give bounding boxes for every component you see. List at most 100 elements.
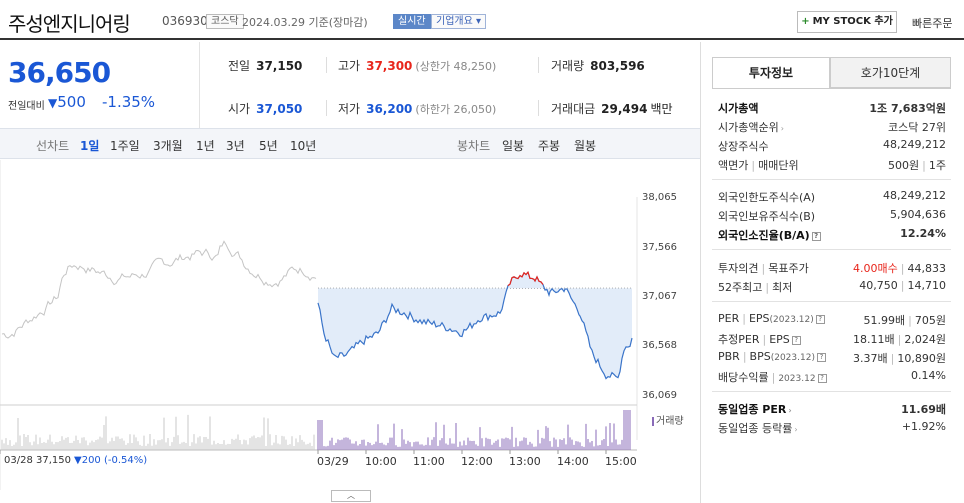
prev-day-date: 03/28 <box>4 455 33 466</box>
info-icon[interactable]: ? <box>811 231 821 241</box>
divider <box>712 301 951 302</box>
sector-per-label: 동일업종 PER <box>718 403 787 416</box>
add-mystock-label: MY STOCK 추가 <box>812 16 893 27</box>
divider <box>712 179 951 180</box>
info-icon[interactable]: ? <box>815 314 825 324</box>
y-tick: 37,067 <box>642 291 677 302</box>
area-fill <box>318 272 632 379</box>
foreign-hold-label: 외국인보유주식수(B) <box>718 210 816 223</box>
opinion-row: 투자의견 | 목표주가 4.00매수 | 44,833 <box>718 262 946 275</box>
realtime-button[interactable]: 실시간 <box>393 14 431 29</box>
stock-code: 036930 <box>162 14 208 28</box>
quick-order-link[interactable]: 빠른주문 <box>912 17 953 30</box>
stock-name: 주성엔지니어링 <box>8 12 131 36</box>
foreign-rate-label: 외국인소진율(B/A) <box>718 229 810 242</box>
per-label: PER <box>718 312 740 325</box>
change-percent: -1.35% <box>102 93 156 111</box>
high-label: 고가 <box>338 59 361 73</box>
pbr-value: 3.37배 <box>853 352 888 365</box>
x-label: 15:00 <box>605 455 637 468</box>
y-tick: 36,568 <box>642 340 677 351</box>
period-3y[interactable]: 3년 <box>226 139 245 153</box>
info-icon[interactable]: ? <box>791 335 801 345</box>
bps-value: 10,890원 <box>897 352 946 365</box>
info-icon[interactable]: ? <box>816 352 826 362</box>
x-label: 10:00 <box>365 455 397 468</box>
candle-monthly[interactable]: 월봉 <box>574 139 597 153</box>
week52-low-value: 14,710 <box>907 279 947 292</box>
face-value: 500원 <box>888 159 920 172</box>
plus-icon: + <box>801 16 810 27</box>
amount-unit: 백만 <box>650 102 673 116</box>
tab-invest-info[interactable]: 투자정보 <box>712 57 830 88</box>
est-per-value: 18.11배 <box>853 333 895 346</box>
change-value: ▼500 <box>48 93 86 111</box>
trade-unit-value: 1주 <box>928 159 946 172</box>
open-label: 시가 <box>228 102 251 116</box>
info-icon[interactable]: ? <box>817 373 827 383</box>
low-label: 저가 <box>338 102 361 116</box>
y-tick: 36,069 <box>642 390 677 401</box>
week52-low-label: 최저 <box>772 281 793 294</box>
period-1w[interactable]: 1주일 <box>110 139 140 153</box>
foreign-limit-value: 48,249,212 <box>883 189 946 202</box>
x-label: 11:00 <box>413 455 445 468</box>
high-price: 고가 37,300 (상한가 48,250) <box>338 57 496 74</box>
est-eps-value: 2,024원 <box>904 333 946 346</box>
week52-high-value: 40,750 <box>859 279 898 292</box>
chevron-up-icon: ︿ <box>347 491 355 500</box>
market-cap-value: 1조 7,683억원 <box>869 102 946 115</box>
per-row: PER | EPS(2023.12)? 51.99배 | 705원 <box>718 312 946 327</box>
divider <box>712 391 951 392</box>
company-overview-dropdown[interactable]: 기업개요 ▾ <box>431 14 487 29</box>
volume: 거래량 803,596 <box>551 57 645 74</box>
rank-row: 시가총액순위 › 코스닥 27위 <box>718 119 946 136</box>
period-3m[interactable]: 3개월 <box>153 139 183 153</box>
price-line-up <box>507 271 544 287</box>
per-value: 51.99배 <box>863 314 906 327</box>
period-1y[interactable]: 1년 <box>196 139 215 153</box>
bps-year: (2023.12) <box>770 353 815 363</box>
shares-value: 48,249,212 <box>883 138 946 151</box>
sector-rate-label: 동일업종 등락률 <box>718 422 793 435</box>
chevron-right-icon: › <box>788 406 792 415</box>
amount-label: 거래대금 <box>551 102 596 116</box>
foreign-limit-row: 외국인한도주식수(A) 48,249,212 <box>718 189 946 206</box>
face-trade-values: 500원 | 1주 <box>888 159 946 172</box>
target-label: 목표주가 <box>768 262 809 275</box>
down-triangle-icon: ▼ <box>48 96 58 110</box>
bps-label: BPS <box>749 350 771 363</box>
prev-close-value: 37,150 <box>256 59 303 73</box>
divider <box>538 100 539 116</box>
collapse-chart-button[interactable]: ︿ <box>331 490 371 502</box>
period-1d[interactable]: 1일 <box>80 139 100 153</box>
line-chart-title: 선차트 <box>36 139 70 153</box>
dividend-year: 2023.12 <box>778 374 816 384</box>
add-mystock-button[interactable]: + MY STOCK 추가 <box>797 11 897 33</box>
foreign-rate-value: 12.24% <box>900 227 946 240</box>
company-overview-label: 기업개요 <box>436 16 473 27</box>
tab-order-book[interactable]: 호가10단계 <box>830 57 951 88</box>
divider <box>712 249 951 250</box>
volume-label: 거래량 <box>551 59 585 73</box>
sector-rate-value: +1.92% <box>901 420 946 433</box>
period-5y[interactable]: 5년 <box>259 139 278 153</box>
volume-legend-label: 거래량 <box>656 416 684 427</box>
current-price-box: 36,650 전일대비 ▼500 -1.35% <box>0 42 200 128</box>
prev-day-change: ▼200 (-0.54%) <box>74 455 148 466</box>
x-label: 14:00 <box>557 455 589 468</box>
face-value-row: 액면가 | 매매단위 500원 | 1주 <box>718 159 946 172</box>
intraday-chart[interactable] <box>0 160 700 495</box>
period-toolbar: 선차트 1일 1주일 3개월 1년 3년 5년 10년 봉차트 일봉 주봉 월봉 <box>0 128 700 159</box>
candle-daily[interactable]: 일봉 <box>502 139 525 153</box>
candle-weekly[interactable]: 주봉 <box>538 139 561 153</box>
period-10y[interactable]: 10년 <box>290 139 317 153</box>
divider <box>538 57 539 73</box>
base-date: 2024.03.29 기준(장마감) <box>242 16 368 29</box>
est-eps-label: EPS <box>769 333 790 346</box>
prev-close-label: 전일 <box>228 59 251 73</box>
stock-header: 주성엔지니어링 036930 코스닥 2024.03.29 기준(장마감) 실시… <box>0 0 964 40</box>
eps-year: (2023.12) <box>769 315 814 325</box>
opinion-value: 4.00매수 <box>853 262 898 275</box>
chevron-right-icon: › <box>794 425 798 434</box>
